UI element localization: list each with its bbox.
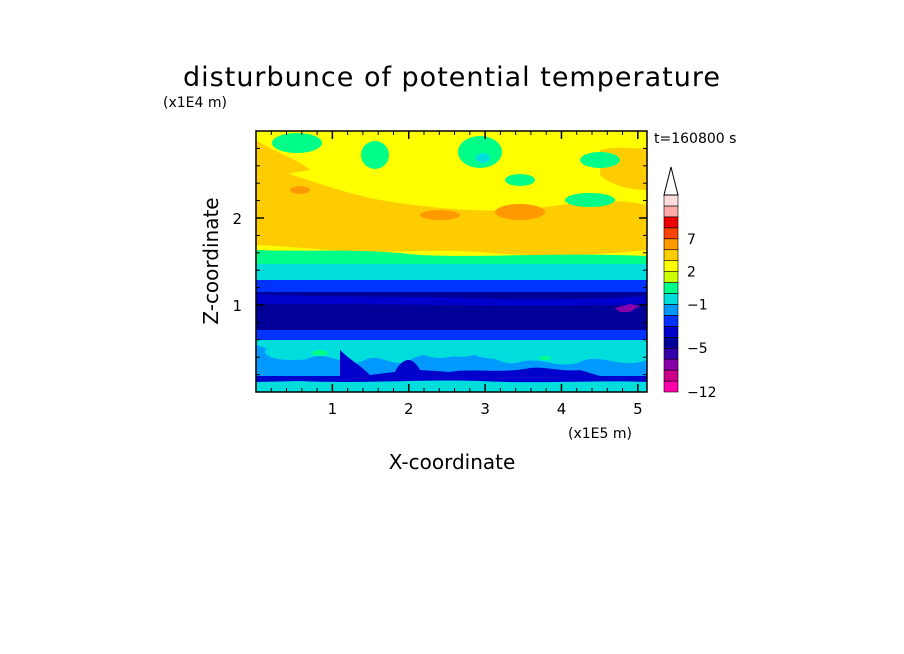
colorbar-swatch (663, 326, 679, 338)
colorbar-swatch (663, 227, 679, 240)
x-tick-label: 1 (328, 400, 338, 418)
layer-blue-bottom (256, 330, 647, 342)
green-patch-1 (272, 133, 322, 153)
layer-blue-top (256, 280, 647, 294)
time-label: t=160800 s (654, 131, 736, 147)
colorbar-swatch (663, 205, 679, 218)
lower-dark-swirls (340, 350, 600, 376)
lower-cyan-blob-4 (422, 346, 458, 358)
chart-title: disturbunce of potential temperature (183, 62, 721, 93)
colorbar-swatch (663, 260, 679, 272)
purple-patch (615, 304, 640, 312)
colorbar-label: −5 (687, 341, 708, 357)
colorbar-swatch (663, 271, 679, 283)
lower-cyan-blob-3 (575, 343, 625, 357)
x-axis: 1 2 3 4 5 (270, 131, 643, 418)
plot-frame (255, 130, 648, 393)
y-axis-label: Z-coordinate (199, 197, 223, 324)
plot-area (256, 131, 647, 392)
layer-orange-band (256, 165, 647, 256)
x-tick-label: 5 (633, 400, 643, 418)
colorbar-swatch (663, 369, 679, 382)
colorbar-label: −12 (687, 385, 717, 401)
y-tick-label: 1 (232, 297, 242, 315)
green-patch-6 (580, 152, 620, 168)
y-unit-label: (x1E4 m) (163, 95, 227, 111)
y-axis: 12 (232, 147, 647, 376)
colorbar-swatch (663, 315, 679, 327)
colorbar-label: 7 (687, 232, 696, 248)
colorbar-swatch (663, 249, 679, 261)
colorbar-swatch (663, 282, 679, 294)
colorbar-label: −1 (687, 297, 708, 313)
layer-cyan-band (256, 264, 647, 280)
colorbar-swatch (663, 194, 679, 207)
surface-dark-strip (256, 376, 647, 383)
orange-blob-5 (420, 210, 460, 220)
x-tick-label: 2 (404, 400, 414, 418)
x-tick-label: 4 (557, 400, 567, 418)
green-speck-1 (312, 350, 328, 356)
colorbar-swatch (663, 238, 679, 251)
green-patch-2 (361, 141, 389, 169)
orange-blob-3 (495, 204, 545, 220)
colorbar-swatch (663, 358, 679, 371)
colorbar-label: 2 (687, 265, 696, 281)
colorbar-swatch (663, 293, 679, 305)
colorbar-swatch (663, 347, 679, 360)
green-patch-3 (458, 136, 502, 168)
colorbar-swatch (663, 336, 679, 349)
green-patch-5 (565, 193, 615, 207)
green-speck-2 (539, 356, 551, 360)
colorbar-swatch (663, 380, 679, 393)
orange-blob-1 (256, 140, 310, 175)
layer-mid-blue (256, 294, 647, 306)
colorbar-swatch (663, 216, 679, 229)
lower-cyan-blob-1 (265, 344, 315, 360)
colorbar: 7 2 −1 −5 −12 (663, 166, 717, 401)
lower-cyan-blob-2 (470, 341, 530, 359)
y-tick-label: 2 (232, 210, 242, 228)
cyan-patch-1 (476, 153, 490, 163)
orange-blob-4 (290, 186, 310, 194)
x-axis-label: X-coordinate (389, 450, 516, 474)
colorbar-swatch (663, 304, 679, 316)
green-patch-4 (505, 174, 535, 186)
x-unit-label: (x1E5 m) (568, 426, 632, 442)
x-tick-label: 3 (480, 400, 490, 418)
colorbar-extend-arrow (663, 166, 679, 196)
